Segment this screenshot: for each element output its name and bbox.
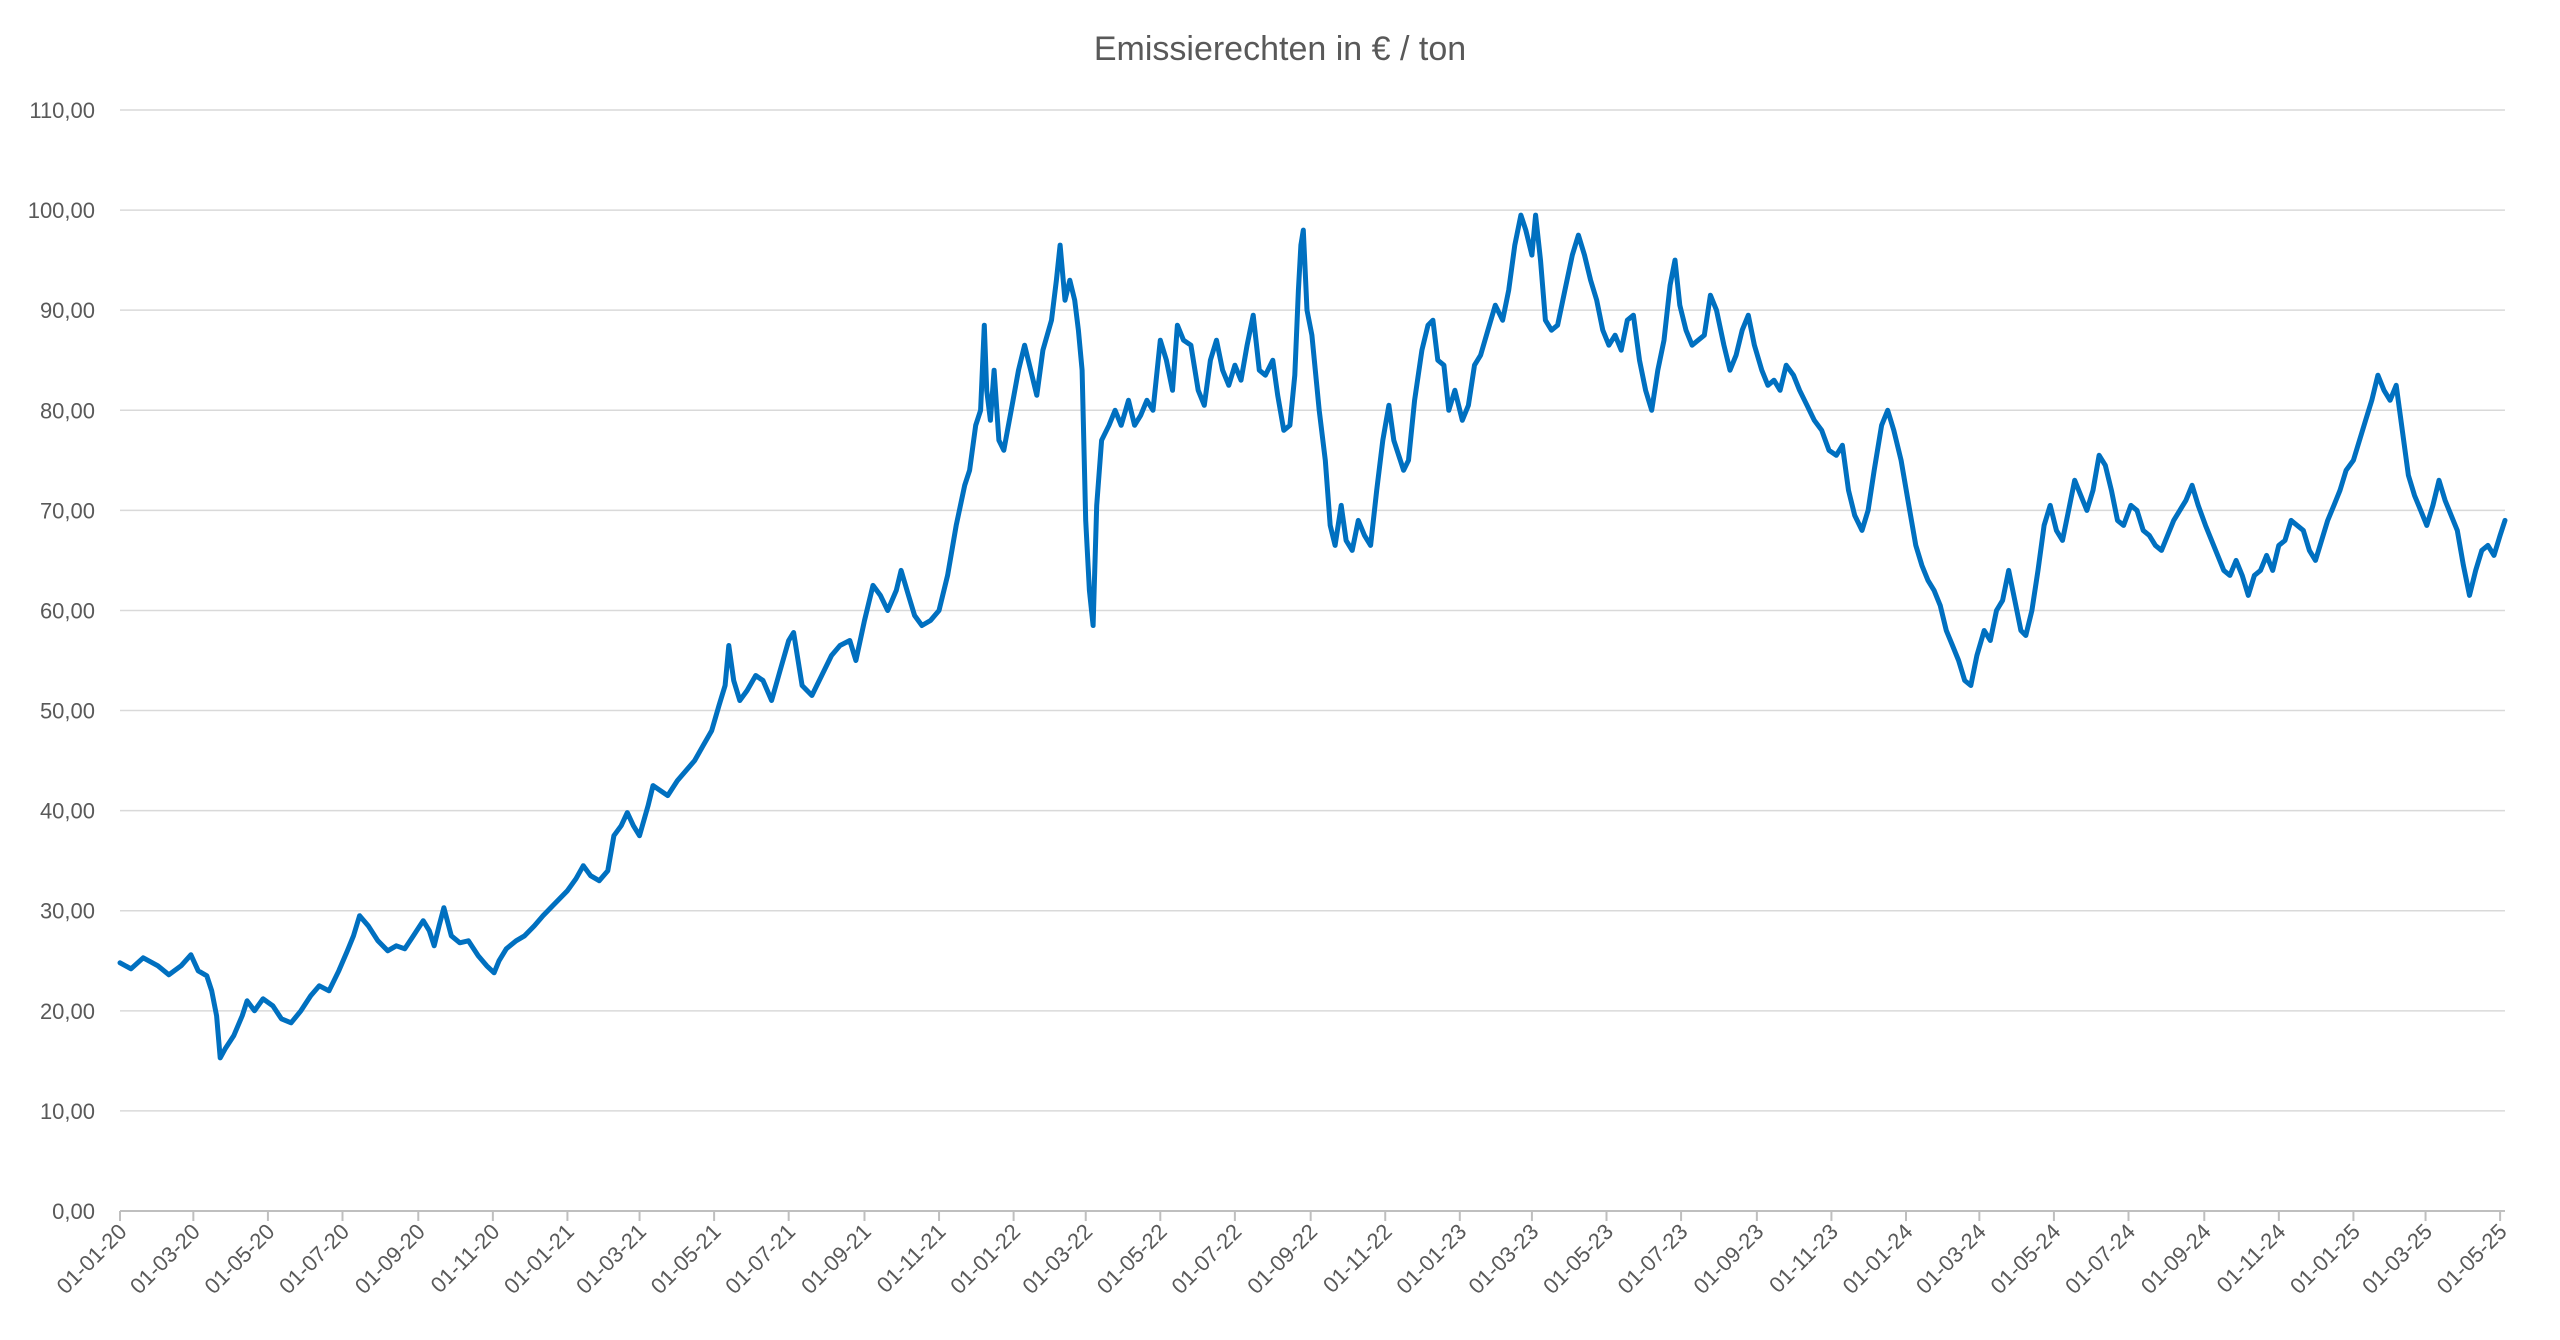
y-tick-label: 80,00 (40, 398, 95, 423)
y-tick-label: 50,00 (40, 699, 95, 724)
y-tick-label: 10,00 (40, 1099, 95, 1124)
series-layer (117, 212, 2508, 1061)
y-tick-label: 60,00 (40, 598, 95, 623)
y-tick-label: 20,00 (40, 999, 95, 1024)
gridlines (120, 109, 2505, 1112)
y-tick-label: 40,00 (40, 799, 95, 824)
chart-title: Emissierechten in € / ton (1094, 30, 1466, 68)
series-line (117, 212, 2508, 1061)
y-tick-label: 70,00 (40, 498, 95, 523)
y-tick-label: 90,00 (40, 298, 95, 323)
y-tick-label: 0,00 (52, 1199, 95, 1224)
y-axis-tick-labels: 0,00 10,00 20,00 30,00 40,00 50,00 60,00 70,00 8… (28, 98, 95, 1224)
y-tick-label: 30,00 (40, 899, 95, 924)
y-tick-label: 110,00 (29, 98, 95, 123)
y-tick-label: 100,00 (28, 198, 95, 223)
